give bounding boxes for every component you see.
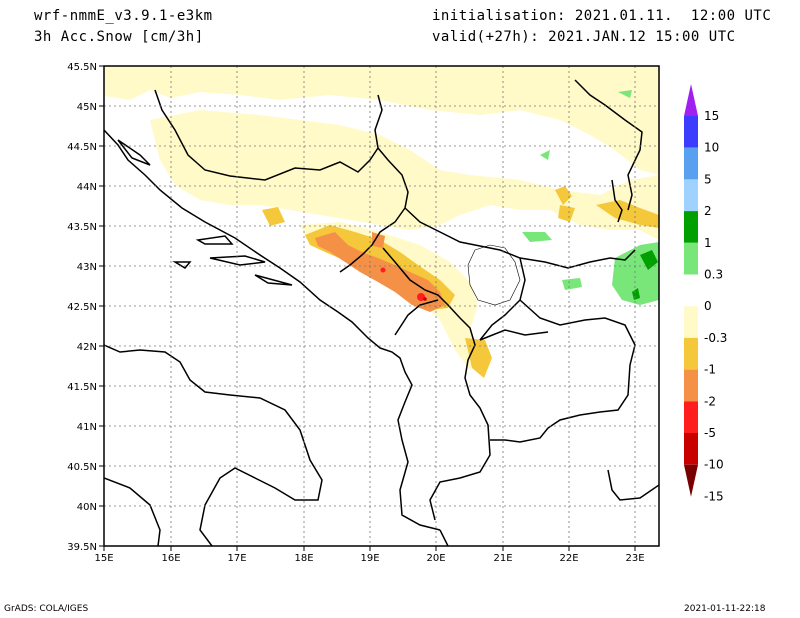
lat-label: 43N	[77, 262, 97, 273]
lat-label: 42.5N	[67, 302, 97, 313]
credit-label: GrADS: COLA/IGES	[4, 604, 89, 614]
model-title: wrf-nmmE_v3.9.1-e3km	[34, 8, 213, 24]
colorbar-label: 2	[704, 204, 712, 218]
colorbar-segment	[684, 116, 698, 148]
region-border	[467, 244, 521, 306]
lat-label: 39.5N	[67, 542, 97, 553]
colorbar-label: 1	[704, 236, 712, 250]
colorbar-segment	[684, 433, 698, 465]
lat-label: 40N	[77, 502, 97, 513]
colorbar-label: -10	[704, 458, 724, 472]
axis-ticks	[99, 65, 636, 551]
lon-label: 17E	[227, 553, 246, 564]
colorbar-segment	[684, 242, 698, 275]
colorbar: 15 10 5 2 1 0.3 0 -0.3 -1 -2 -5 -10 -15	[684, 84, 727, 503]
colorbar-label: -0.3	[704, 331, 727, 345]
colorbar-segment	[684, 464, 698, 497]
colorbar-segment	[684, 337, 698, 370]
gridlines	[104, 66, 659, 546]
lat-label: 41N	[77, 422, 97, 433]
colorbar-segment	[684, 211, 698, 243]
colorbar-label: 0.3	[704, 268, 723, 282]
colorbar-label: 10	[704, 141, 719, 155]
lon-labels: 15E 16E 17E 18E 19E 20E 21E 22E 23E	[94, 553, 644, 564]
lon-label: 19E	[360, 553, 379, 564]
extreme-snow-spot	[423, 297, 427, 301]
colorbar-label: 15	[704, 109, 719, 123]
lon-label: 15E	[94, 553, 113, 564]
very-heavy-snow-areas	[380, 267, 425, 301]
lon-label: 20E	[426, 553, 445, 564]
field-title: 3h Acc.Snow [cm/3h]	[34, 29, 204, 45]
colorbar-segment	[684, 84, 698, 116]
valid-time: valid(+27h): 2021.JAN.12 15:00 UTC	[432, 29, 736, 45]
colorbar-segment	[684, 369, 698, 402]
lat-label: 43.5N	[67, 222, 97, 233]
colorbar-segment	[684, 401, 698, 433]
init-time: initialisation: 2021.01.11. 12:00 UTC	[432, 8, 772, 24]
colorbar-label: 0	[704, 299, 712, 313]
lat-label: 42N	[77, 342, 97, 353]
colorbar-segment	[684, 147, 698, 180]
colorbar-label: -15	[704, 489, 724, 503]
lon-label: 21E	[493, 553, 512, 564]
lon-label: 23E	[625, 553, 644, 564]
coastlines	[104, 129, 449, 546]
colorbar-label: -1	[704, 363, 716, 377]
colorbar-label: 5	[704, 172, 712, 186]
map-area	[104, 66, 659, 546]
lat-label: 45.5N	[67, 62, 97, 73]
colorbar-label: -5	[704, 426, 716, 440]
lat-labels: 45.5N 45N 44.5N 44N 43.5N 43N 42.5N 42N …	[67, 62, 97, 553]
lon-label: 16E	[161, 553, 180, 564]
colorbar-segment	[684, 274, 698, 307]
colorbar-segment	[684, 179, 698, 212]
lat-label: 44.5N	[67, 142, 97, 153]
lon-label: 18E	[294, 553, 313, 564]
lat-label: 44N	[77, 182, 97, 193]
lat-label: 45N	[77, 102, 97, 113]
heavy-snow-areas	[315, 232, 445, 312]
timestamp-label: 2021-01-11-22:18	[684, 604, 766, 614]
moderate-positive-areas	[632, 250, 658, 300]
lat-label: 40.5N	[67, 462, 97, 473]
lon-label: 22E	[559, 553, 578, 564]
colorbar-label: -2	[704, 394, 716, 408]
lat-label: 41.5N	[67, 382, 97, 393]
colorbar-segment	[684, 306, 698, 338]
